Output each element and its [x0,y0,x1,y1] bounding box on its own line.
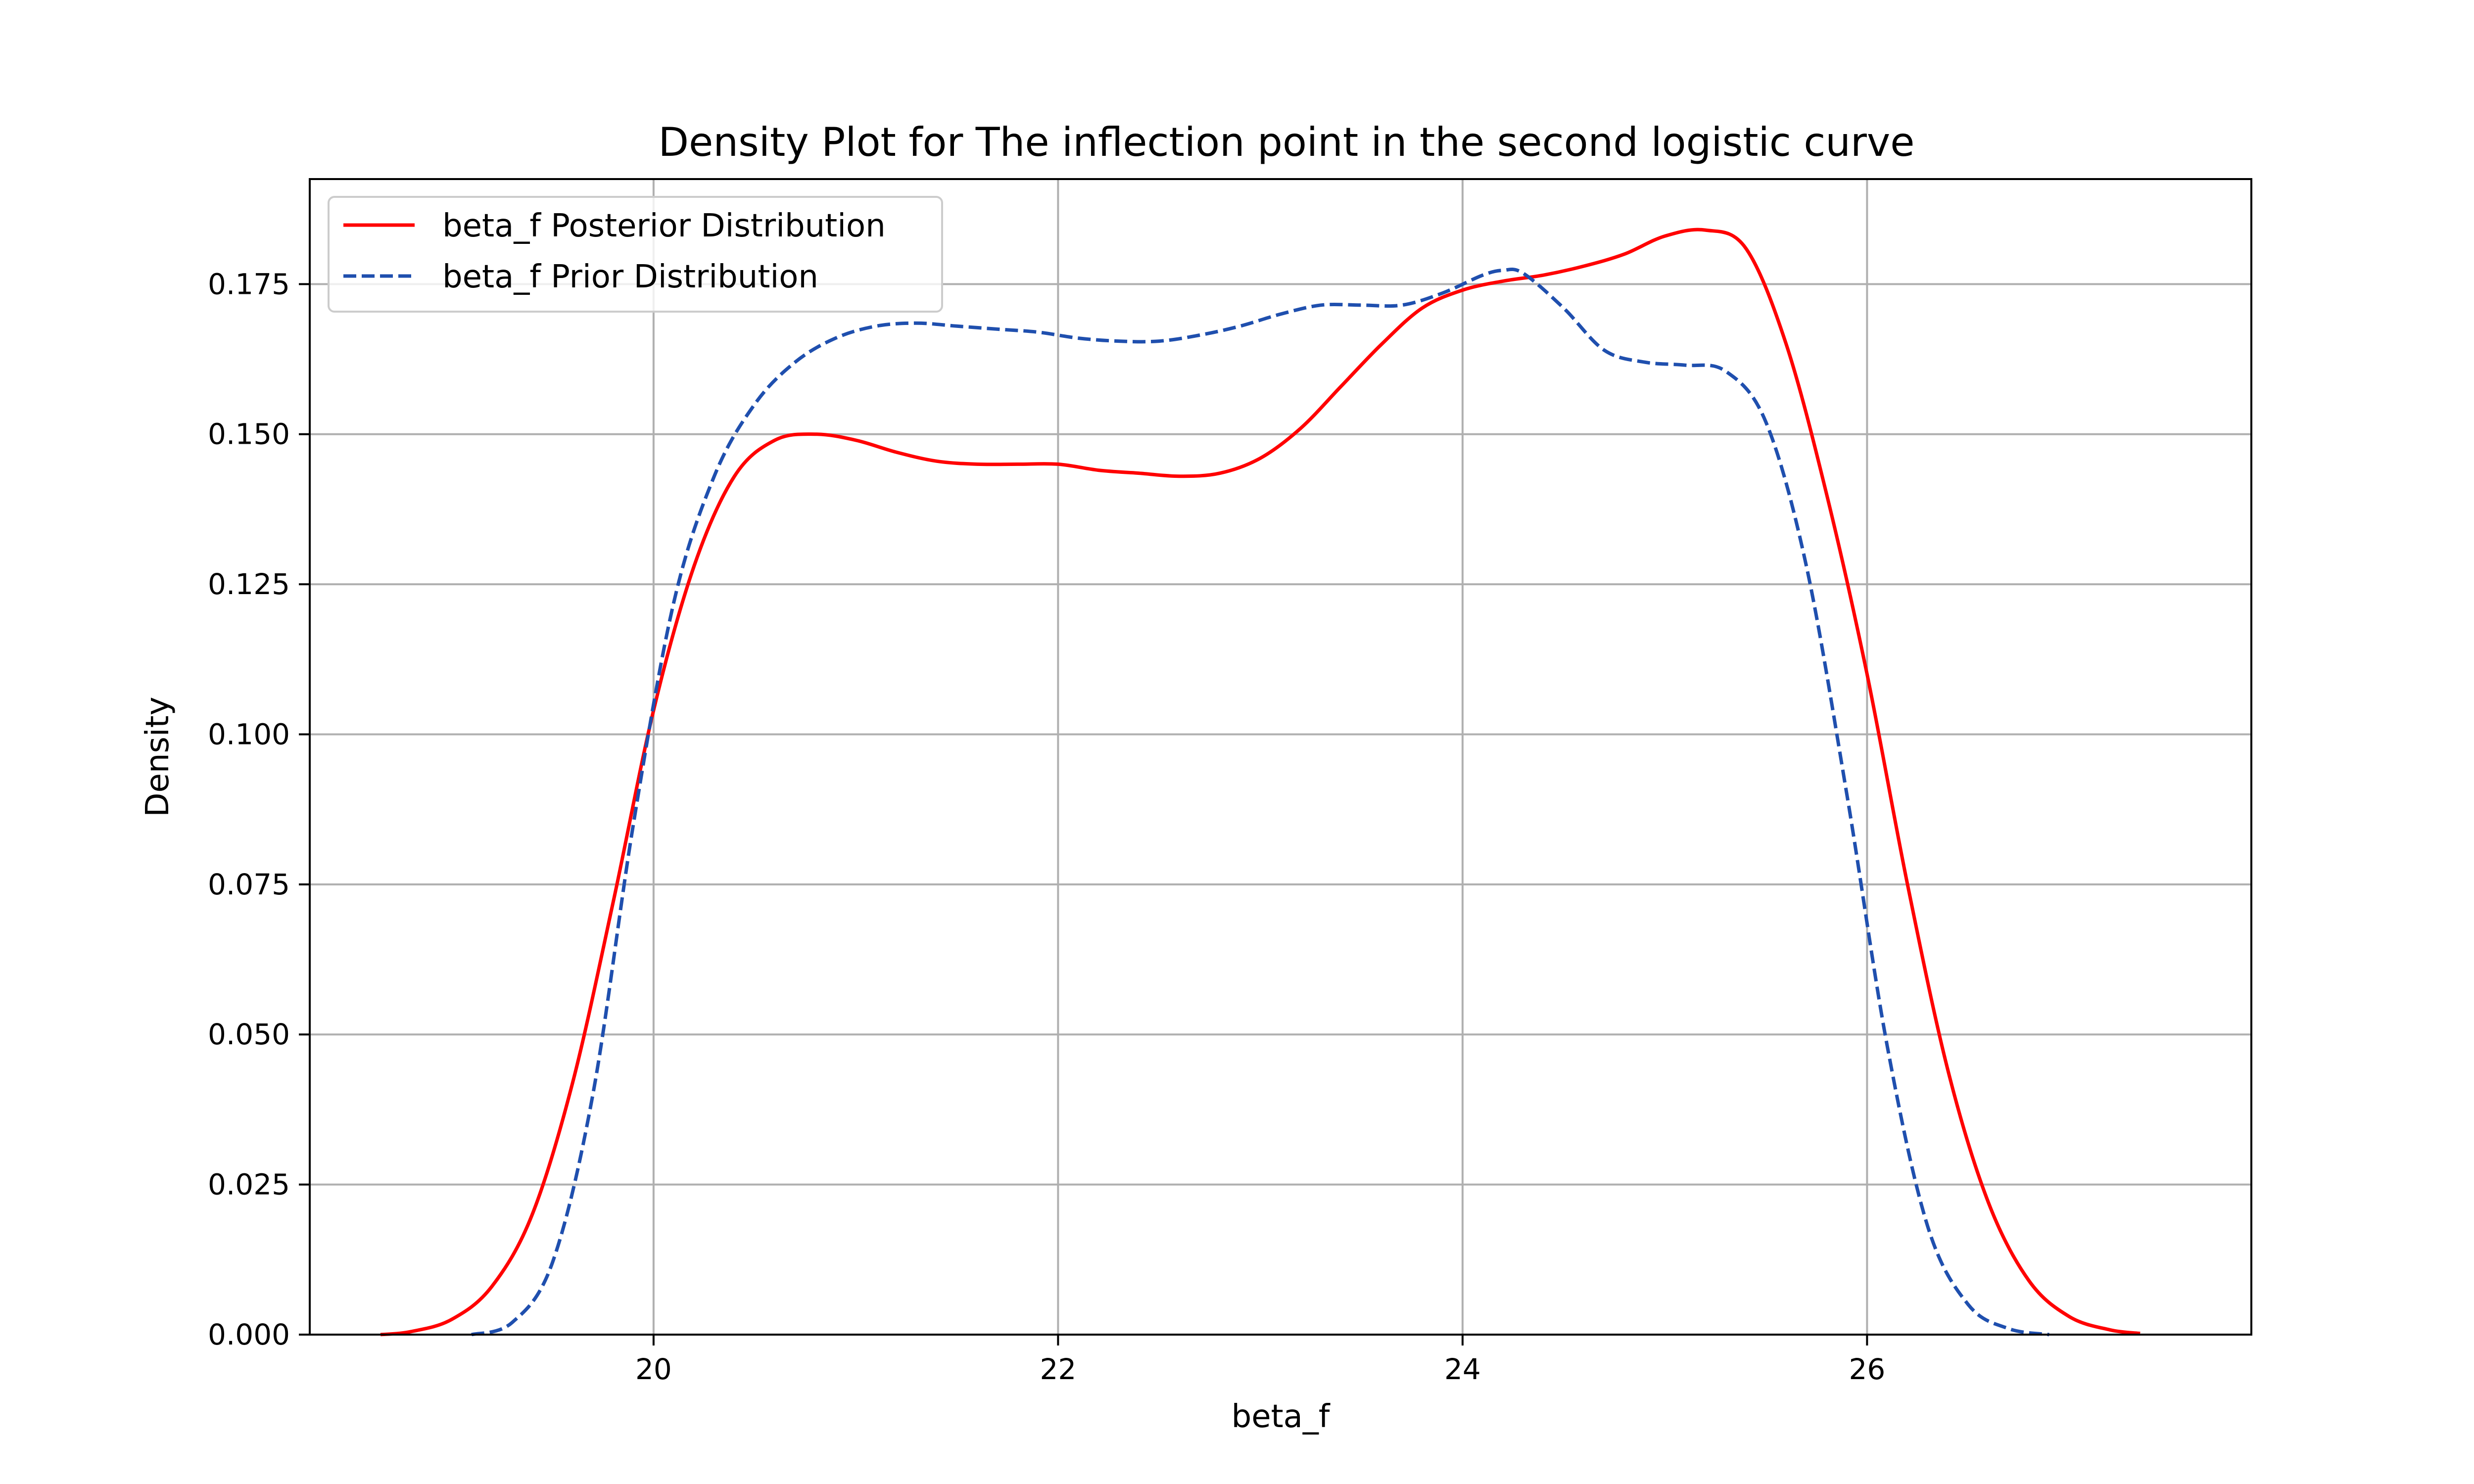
x-axis-label: beta_f [1232,1398,1331,1435]
legend-label-prior: beta_f Prior Distribution [442,259,818,295]
y-tick-label: 0.125 [208,567,290,601]
x-tick-label: 26 [1849,1352,1885,1386]
prior-density-line [471,267,2049,1337]
y-axis: 0.000 0.025 0.050 0.075 0.100 0.125 0.150 0.175 [208,267,310,1351]
legend: beta_f Posterior Distribution beta_f Pri… [328,196,943,313]
chart-title: Density Plot for The inflection point in… [659,119,1915,165]
x-tick-label: 20 [635,1352,672,1386]
y-tick-label: 0.025 [208,1168,290,1202]
legend-label-posterior: beta_f Posterior Distribution [442,208,886,244]
y-axis-label: Density [140,696,176,817]
y-tick-label: 0.050 [208,1018,290,1051]
y-tick-label: 0.100 [208,717,290,751]
x-tick-label: 24 [1444,1352,1481,1386]
legend-box [328,196,943,313]
series-layer [380,228,2141,1337]
y-tick-label: 0.150 [208,417,290,451]
x-axis: 20 22 24 26 [635,1335,1885,1386]
y-tick-label: 0.075 [208,868,290,901]
x-tick-label: 22 [1040,1352,1076,1386]
grid-lines [310,179,2251,1336]
y-tick-label: 0.000 [208,1318,290,1351]
plot-frame [309,178,2252,1336]
posterior-density-line [380,228,2141,1337]
y-tick-label: 0.175 [208,267,290,301]
